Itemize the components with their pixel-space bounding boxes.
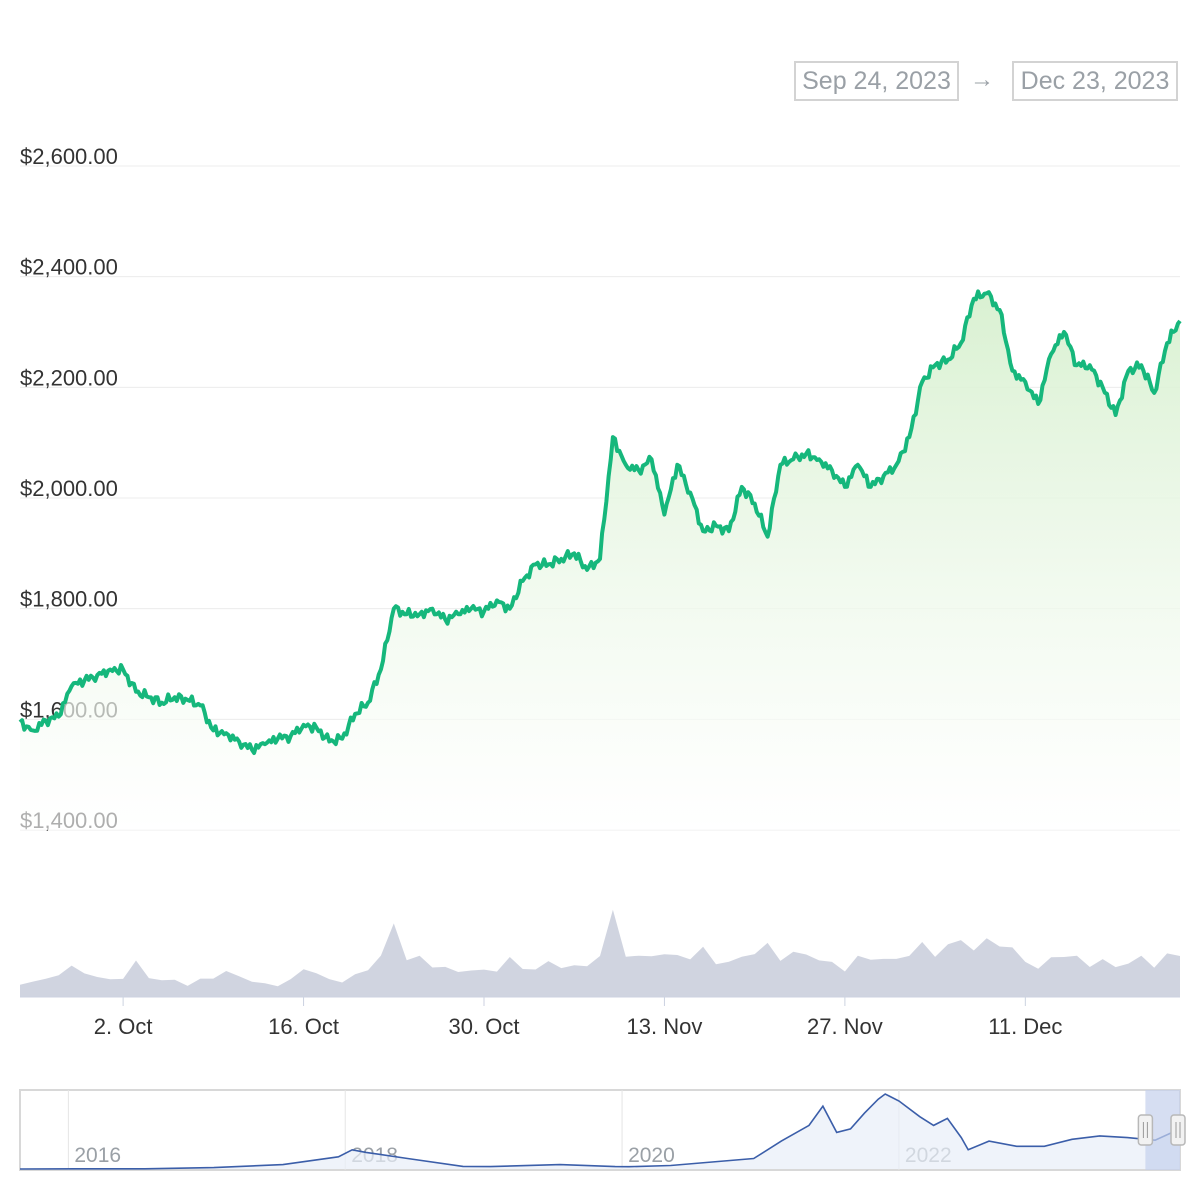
y-tick-label: $2,400.00 xyxy=(20,255,118,280)
x-tick-label: 27. Nov xyxy=(807,1014,883,1039)
navigator-tick-label: 2020 xyxy=(628,1144,675,1167)
price-line xyxy=(18,289,1182,755)
navigator: 2016201820202022 xyxy=(19,1089,1186,1171)
date-range-start-input[interactable]: Sep 24, 2023 xyxy=(794,61,959,101)
y-tick-label: $2,600.00 xyxy=(20,144,118,169)
navigator-tick-label: 2016 xyxy=(74,1144,121,1167)
y-tick-label: $2,000.00 xyxy=(20,476,118,501)
navigator-line xyxy=(19,1093,1181,1170)
x-tick-label: 30. Oct xyxy=(449,1014,520,1039)
date-range-arrow: → xyxy=(970,66,994,93)
navigator-left-handle[interactable] xyxy=(1137,1114,1154,1146)
y-tick-label: $2,200.00 xyxy=(20,365,118,390)
x-tick-label: 16. Oct xyxy=(268,1014,339,1039)
volume-area xyxy=(20,909,1180,997)
x-axis-ticks: 2. Oct 16. Oct 30. Oct 13. Nov 27. Nov 11. De… xyxy=(94,997,1062,1039)
handle-grip[interactable] xyxy=(1137,1114,1154,1146)
x-tick-label: 11. Dec xyxy=(988,1014,1062,1039)
x-tick-label: 13. Nov xyxy=(627,1014,703,1039)
handle-grip[interactable] xyxy=(1170,1114,1186,1146)
navigator-area xyxy=(20,1094,1180,1169)
y-tick-label: $1,800.00 xyxy=(20,587,118,612)
x-tick-label: 2. Oct xyxy=(94,1014,153,1039)
date-range-end-input[interactable]: Dec 23, 2023 xyxy=(1012,61,1178,101)
navigator-right-handle[interactable] xyxy=(1170,1114,1186,1146)
